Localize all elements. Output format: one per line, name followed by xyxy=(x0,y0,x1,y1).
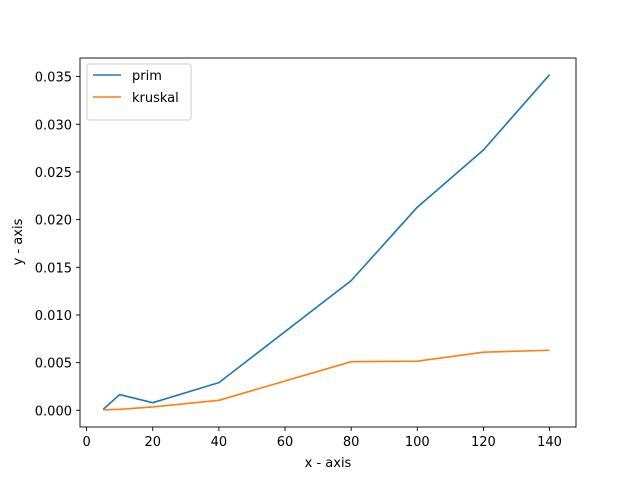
x-tick-label: 120 xyxy=(471,435,496,450)
y-tick-label: 0.000 xyxy=(35,404,72,419)
plot-area xyxy=(79,57,577,428)
x-tick-label: 0 xyxy=(82,435,90,450)
legend-box xyxy=(86,63,192,121)
x-tick-label: 40 xyxy=(211,435,228,450)
y-tick-label: 0.030 xyxy=(35,118,72,133)
x-tick-label: 20 xyxy=(144,435,161,450)
y-tick-label: 0.020 xyxy=(35,214,72,229)
x-tick-label: 60 xyxy=(277,435,294,450)
y-tick-label: 0.025 xyxy=(35,166,72,181)
plot-frame xyxy=(79,57,577,428)
series-line-kruskal xyxy=(103,349,550,411)
y-axis-label: y - axis xyxy=(11,218,26,265)
x-tick-label: 140 xyxy=(537,435,562,450)
legend-label-prim: prim xyxy=(132,69,162,84)
y-tick-label: 0.010 xyxy=(35,309,72,324)
series-layer xyxy=(102,74,551,411)
y-tick-label: 0.015 xyxy=(35,261,72,276)
legend-label-kruskal: kruskal xyxy=(132,91,179,106)
x-axis: 0 20 40 60 80 100 120 140 xyxy=(82,427,562,450)
y-axis: 0.000 0.005 0.010 0.015 0.020 0.025 0.030 0.035 xyxy=(35,71,80,419)
legend: prim kruskal xyxy=(86,63,192,121)
y-tick-label: 0.005 xyxy=(35,357,72,372)
x-tick-label: 80 xyxy=(343,435,360,450)
series-line-prim xyxy=(102,74,551,410)
x-axis-label: x - axis xyxy=(305,456,352,471)
y-tick-label: 0.035 xyxy=(35,71,72,86)
x-tick-label: 100 xyxy=(405,435,430,450)
